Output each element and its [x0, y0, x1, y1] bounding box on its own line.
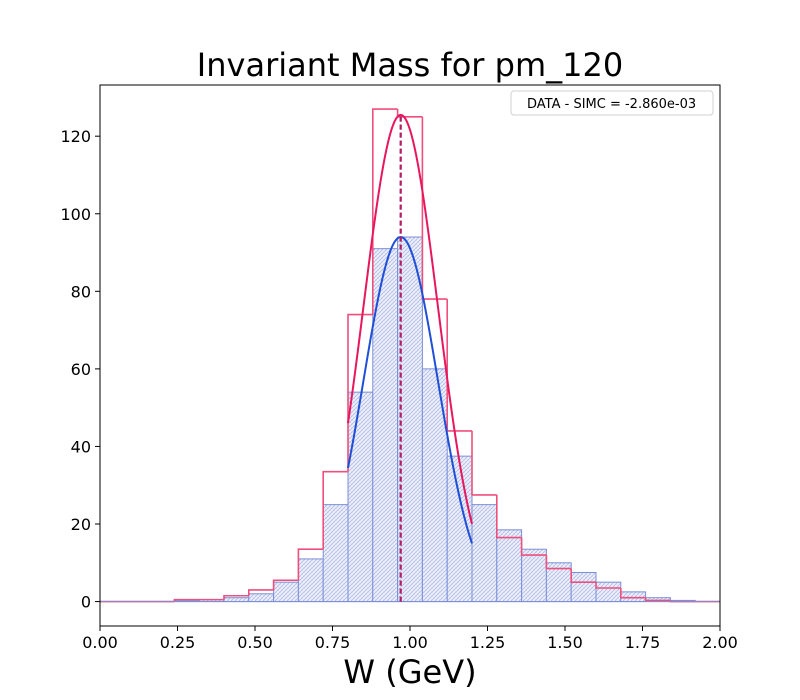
histogram-bar-data [372, 108, 398, 315]
x-tick-label: 0.00 [82, 633, 118, 652]
histogram-bar-simc [273, 581, 299, 603]
y-tick-label: 0 [81, 593, 91, 612]
histogram-bar-simc [397, 236, 423, 603]
x-tick-label: 1.00 [392, 633, 428, 652]
gaussian-fit-data [347, 113, 473, 525]
histogram-bar-simc [248, 593, 275, 603]
legend: DATA - SIMC = -2.860e-03 [510, 90, 714, 116]
histogram-bar-data [173, 598, 200, 602]
histogram-bar-simc [620, 591, 647, 603]
histogram-bar-data [297, 548, 324, 581]
y-tick-label: 60 [71, 360, 91, 379]
y-tick-label: 100 [60, 205, 91, 224]
histogram-bar-simc [347, 391, 374, 603]
histogram-bar-data [471, 430, 497, 496]
histogram-bar-simc [570, 571, 597, 603]
histogram-bar-data [322, 470, 348, 550]
histogram-bar-data [520, 537, 547, 556]
histogram-bar-data [272, 579, 299, 590]
x-tick-label: 1.75 [625, 633, 661, 652]
x-tick-label: 1.25 [470, 633, 506, 652]
y-tick-label: 40 [71, 437, 91, 456]
legend-box [510, 90, 714, 116]
x-tick-label: 0.25 [160, 633, 196, 652]
gaussian-fit-simc [347, 235, 473, 544]
histogram-bar-simc [595, 581, 622, 603]
histogram-bar-simc [322, 504, 349, 603]
y-axis: 0 20 40 60 80 100 120 [60, 127, 100, 612]
histogram-bar-simc [223, 597, 250, 603]
chart-title: Invariant Mass for pm_120 [197, 46, 623, 84]
y-tick-label: 80 [71, 282, 91, 301]
histogram-bar-simc [471, 504, 498, 603]
histogram-bar-data [595, 582, 621, 589]
y-tick-label: 20 [71, 515, 91, 534]
histogram-bar-data [620, 587, 646, 599]
x-axis: 0.00 0.25 0.50 0.75 1.00 1.25 1.50 1.75 2.00 [82, 626, 738, 652]
histogram-bar-simc [521, 548, 547, 603]
histogram-bar-data [570, 568, 596, 583]
histogram-bar-data [421, 116, 448, 300]
histogram-bar-data [223, 594, 249, 600]
histogram-bar-simc [496, 529, 523, 603]
y-tick-label: 120 [60, 127, 91, 146]
histogram-bar-data [248, 589, 274, 596]
x-tick-label: 1.50 [547, 633, 583, 652]
legend-text: DATA - SIMC = -2.860e-03 [527, 97, 696, 112]
x-axis-label: W (GeV) [343, 653, 476, 691]
x-tick-label: 0.75 [315, 633, 351, 652]
histogram-bar-simc [297, 558, 324, 603]
x-tick-label: 0.50 [237, 633, 273, 652]
histogram-bar-data [644, 597, 671, 602]
series-layer [100, 108, 720, 603]
histogram-bar-data [496, 494, 522, 539]
x-tick-label: 2.00 [702, 633, 738, 652]
histogram-bar-data [545, 555, 572, 570]
histogram-bar-simc [421, 368, 448, 603]
